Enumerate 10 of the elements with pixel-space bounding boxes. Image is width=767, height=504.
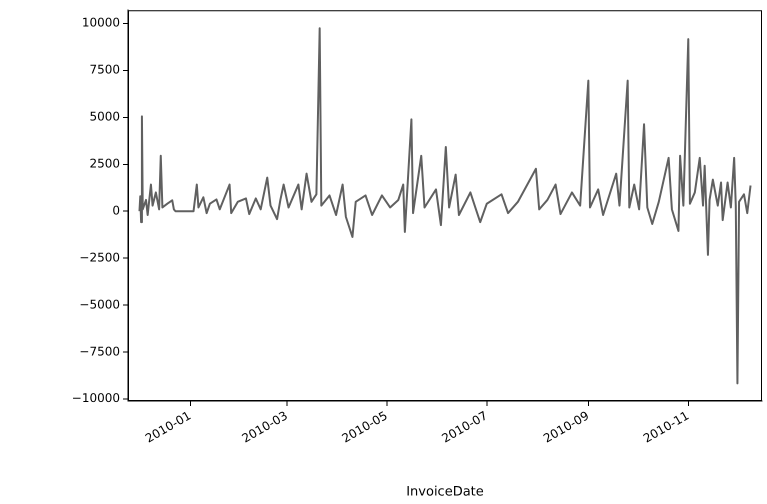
y-tick-label: 0 [112,203,120,218]
y-tick-label: −5000 [79,297,120,312]
y-tick-label: 10000 [82,15,120,30]
y-tick-label: −2500 [79,250,120,264]
y-tick-label: −7500 [79,344,120,358]
y-tick-label: 7500 [89,62,120,76]
y-tick-label: 2500 [89,156,120,170]
y-tick-label: 5000 [89,109,120,124]
x-axis-title: InvoiceDate [406,484,484,500]
y-tick-label: −10000 [72,391,120,406]
